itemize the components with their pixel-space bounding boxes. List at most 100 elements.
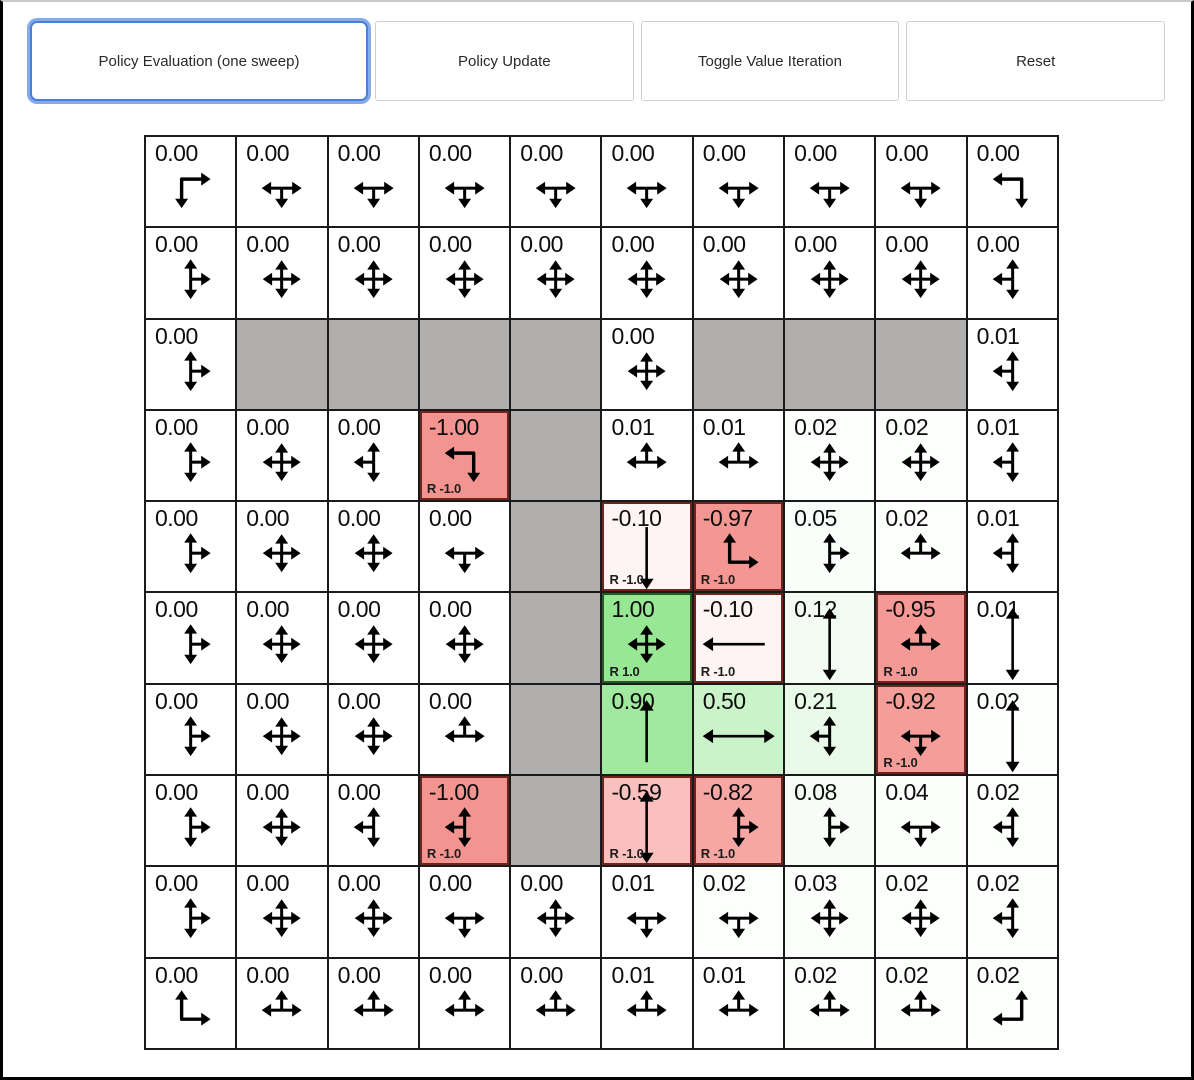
grid-cell[interactable]: 0.02	[876, 410, 966, 501]
toggle-value-iteration-button[interactable]: Toggle Value Iteration	[640, 21, 900, 101]
cell-value: 0.00	[428, 596, 472, 623]
grid-cell[interactable]: 0.00	[328, 137, 418, 227]
grid-cell[interactable]: 0.00	[419, 958, 510, 1048]
grid-cell[interactable]: 0.00	[419, 137, 510, 227]
grid-cell[interactable]: 0.00	[328, 776, 418, 866]
grid-cell[interactable]: -0.10 R -1.0	[693, 593, 784, 683]
grid-cell[interactable]: 0.00	[146, 502, 236, 592]
grid-cell[interactable]: 0.00	[328, 684, 418, 775]
cell-value: 0.00	[246, 961, 290, 988]
grid-cell[interactable]: 0.00	[146, 958, 236, 1048]
grid-cell[interactable]: 0.00	[328, 410, 418, 501]
grid-cell[interactable]: 0.00	[328, 593, 418, 683]
grid-cell[interactable]: 0.00	[511, 958, 601, 1048]
policy-arrow-icon	[444, 912, 485, 939]
grid-cell[interactable]: 0.00	[693, 228, 784, 318]
grid-cell[interactable]: 0.00	[146, 410, 236, 501]
grid-cell[interactable]: 0.50	[693, 684, 784, 775]
grid-cell[interactable]: 0.00	[693, 137, 784, 227]
grid-cell[interactable]: 0.00	[237, 228, 327, 318]
grid-cell[interactable]: -0.97 R -1.0	[693, 502, 784, 592]
grid-cell[interactable]: 0.00	[602, 228, 692, 318]
grid-cell[interactable]: 0.90	[602, 684, 692, 775]
grid-cell[interactable]: -0.82 R -1.0	[693, 776, 784, 866]
grid-cell[interactable]: 0.02	[876, 958, 966, 1048]
grid-cell[interactable]: 0.03	[785, 867, 875, 957]
grid-cell[interactable]: 0.00	[237, 867, 327, 957]
grid-cell[interactable]: 0.00	[876, 137, 966, 227]
grid-cell[interactable]: 0.02	[876, 867, 966, 957]
grid-cell[interactable]: 0.01	[967, 410, 1057, 501]
grid-cell[interactable]: 0.01	[967, 319, 1057, 409]
grid-cell[interactable]: 0.01	[967, 502, 1057, 592]
grid-wall-cell	[511, 502, 601, 592]
grid-cell[interactable]: 0.00	[328, 228, 418, 318]
policy-arrow-icon	[262, 260, 301, 299]
cell-value: 0.02	[702, 870, 746, 897]
grid-cell[interactable]: 0.01	[693, 958, 784, 1048]
grid-cell[interactable]: 0.00	[419, 867, 510, 957]
grid-cell[interactable]: 0.00	[602, 319, 692, 409]
grid-cell[interactable]: 0.00	[237, 502, 327, 592]
grid-cell[interactable]: 0.00	[146, 593, 236, 683]
grid-cell[interactable]: 0.00	[146, 867, 236, 957]
grid-cell[interactable]: 0.08	[785, 776, 875, 866]
grid-cell[interactable]: -0.92 R -1.0	[876, 684, 966, 775]
grid-cell[interactable]: 0.00	[146, 684, 236, 775]
grid-cell[interactable]: 0.00	[237, 776, 327, 866]
grid-cell[interactable]: 0.00	[237, 593, 327, 683]
grid-cell[interactable]: 0.00	[328, 502, 418, 592]
grid-cell[interactable]: 0.00	[967, 137, 1057, 227]
grid-cell[interactable]: 0.00	[511, 867, 601, 957]
grid-cell[interactable]: 0.00	[146, 776, 236, 866]
grid-cell[interactable]: -0.95 R -1.0	[876, 593, 966, 683]
cell-value: -0.82	[702, 779, 753, 806]
grid-cell[interactable]: 0.21	[785, 684, 875, 775]
grid-cell[interactable]: 0.01	[602, 867, 692, 957]
grid-cell[interactable]: -1.00 R -1.0	[419, 776, 510, 866]
grid-cell[interactable]: 0.04	[876, 776, 966, 866]
grid-cell[interactable]: 0.00	[237, 137, 327, 227]
grid-cell[interactable]: 0.00	[328, 867, 418, 957]
grid-cell[interactable]: 0.00	[511, 137, 601, 227]
grid-cell[interactable]: 1.00 R 1.0	[602, 593, 692, 683]
grid-cell[interactable]: 0.02	[967, 958, 1057, 1048]
grid-cell[interactable]: 0.01	[967, 593, 1057, 683]
grid-cell[interactable]: 0.00	[237, 410, 327, 501]
policy-evaluation-button[interactable]: Policy Evaluation (one sweep)	[30, 21, 368, 101]
grid-cell[interactable]: 0.02	[785, 958, 875, 1048]
grid-cell[interactable]: 0.00	[785, 228, 875, 318]
grid-cell[interactable]: 0.01	[602, 958, 692, 1048]
grid-cell[interactable]: -0.10 R -1.0	[602, 502, 692, 592]
grid-cell[interactable]: 0.00	[146, 228, 236, 318]
grid-cell[interactable]: 0.02	[967, 867, 1057, 957]
grid-cell[interactable]: 0.00	[511, 228, 601, 318]
reset-button[interactable]: Reset	[906, 21, 1166, 101]
grid-cell[interactable]: 0.00	[237, 684, 327, 775]
grid-cell[interactable]: 0.02	[785, 410, 875, 501]
grid-cell[interactable]: 0.01	[693, 410, 784, 501]
grid-cell[interactable]: 0.00	[876, 228, 966, 318]
grid-cell[interactable]: 0.02	[693, 867, 784, 957]
grid-cell[interactable]: 0.00	[237, 958, 327, 1048]
grid-cell[interactable]: 0.12	[785, 593, 875, 683]
grid-cell[interactable]: 0.05	[785, 502, 875, 592]
grid-cell[interactable]: 0.02	[876, 502, 966, 592]
grid-cell[interactable]: 0.00	[419, 593, 510, 683]
grid-cell[interactable]: 0.00	[785, 137, 875, 227]
grid-cell[interactable]: 0.00	[419, 684, 510, 775]
grid-cell[interactable]: 0.00	[328, 958, 418, 1048]
policy-arrow-icon	[901, 181, 941, 209]
grid-cell[interactable]: 0.00	[602, 137, 692, 227]
grid-cell[interactable]: 0.00	[419, 502, 510, 592]
grid-cell[interactable]: 0.02	[967, 776, 1057, 866]
grid-cell[interactable]: 0.00	[967, 228, 1057, 318]
grid-cell[interactable]: 0.00	[146, 319, 236, 409]
policy-update-button[interactable]: Policy Update	[375, 21, 634, 101]
grid-cell[interactable]: 0.02	[967, 684, 1057, 775]
grid-cell[interactable]: 0.00	[419, 228, 510, 318]
grid-cell[interactable]: -1.00 R -1.0	[419, 410, 510, 501]
grid-cell[interactable]: 0.00	[146, 137, 236, 227]
grid-cell[interactable]: 0.01	[602, 410, 692, 501]
grid-cell[interactable]: -0.59 R -1.0	[602, 776, 692, 866]
